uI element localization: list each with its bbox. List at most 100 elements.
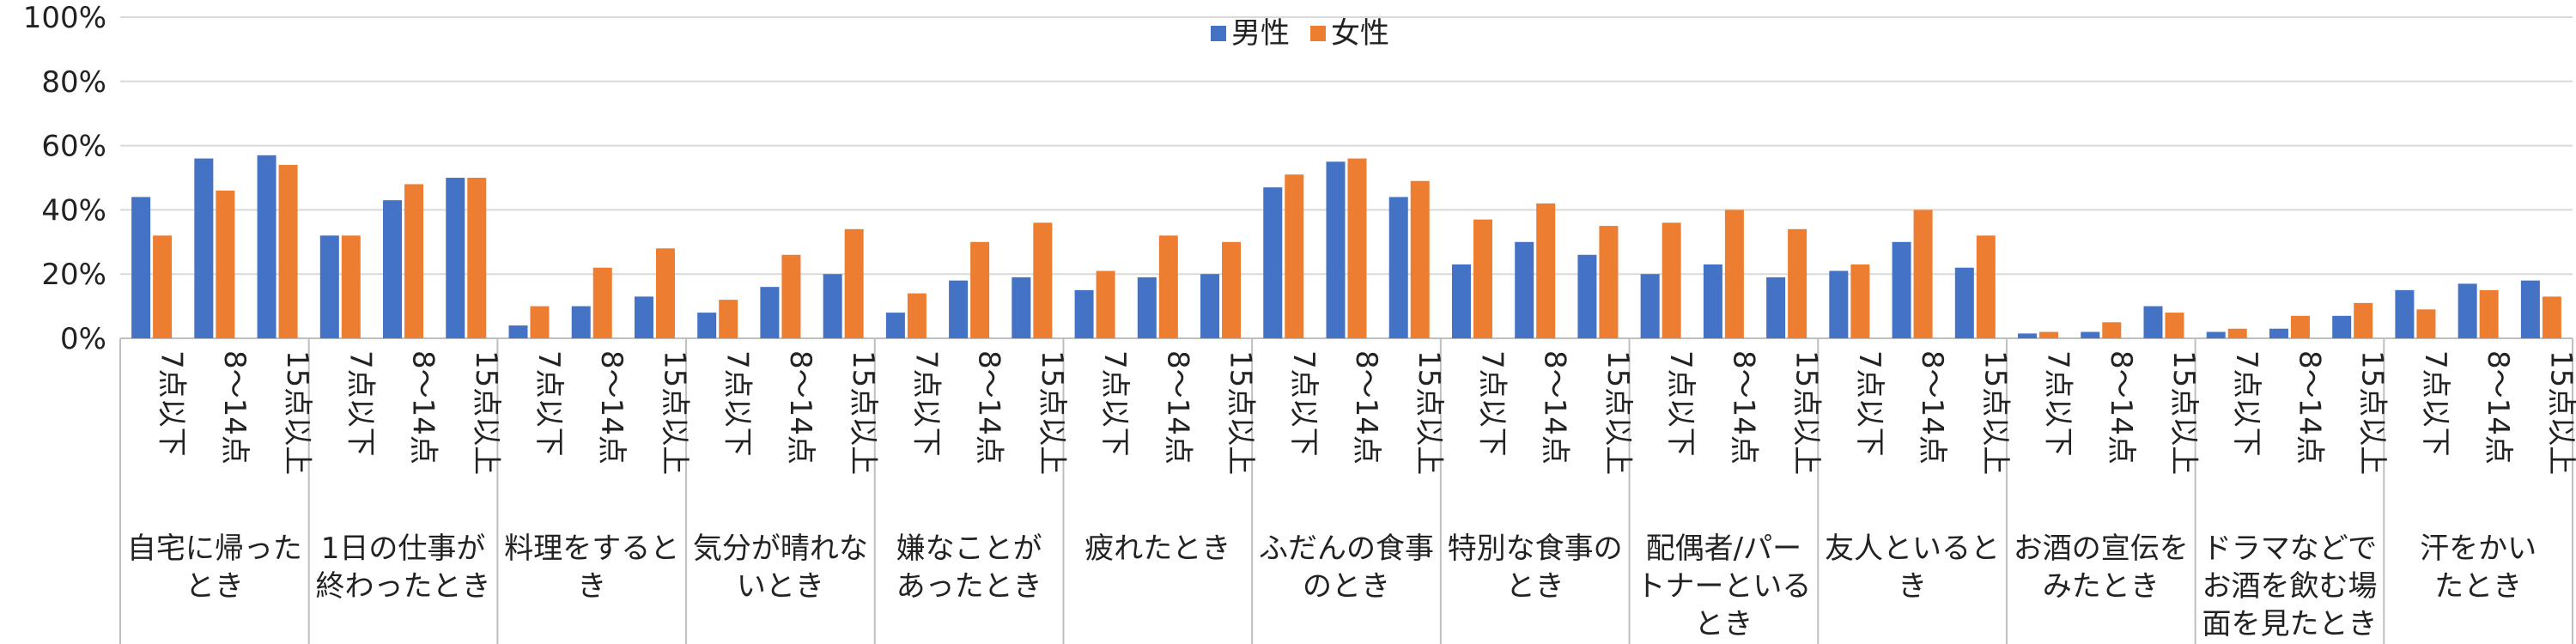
bar-female <box>2227 328 2247 338</box>
bar-female <box>1347 158 1367 338</box>
category-label: 配偶者/パー <box>1646 532 1801 566</box>
bar-male <box>760 287 780 338</box>
y-tick-label: 100% <box>23 1 106 35</box>
category-label: 自宅に帰った <box>127 532 302 566</box>
bar-male <box>2081 331 2100 338</box>
category-label: 料理をすると <box>504 532 679 566</box>
subcategory-label: 15点以上 <box>280 350 314 475</box>
bar-female <box>1222 241 1242 338</box>
subcategory-label: 8～14点 <box>2292 350 2326 465</box>
subcategory-label: 7点以下 <box>1852 350 1886 457</box>
bar-male <box>2520 280 2540 338</box>
subcategory-label: 7点以下 <box>2041 350 2075 457</box>
subcategory-label: 8～14点 <box>2104 350 2138 465</box>
category-label: いとき <box>737 569 824 604</box>
bar-female <box>592 267 612 338</box>
category-label: お酒を飲む場 <box>2202 569 2377 604</box>
category-label: 特別な食事の <box>1448 532 1623 566</box>
category-label: とき <box>1694 607 1753 641</box>
bar-female <box>1033 222 1053 338</box>
bar-female <box>530 306 550 338</box>
bar-female <box>2165 313 2184 338</box>
bar-female <box>2416 309 2436 338</box>
category-label: みたとき <box>2043 569 2160 604</box>
subcategory-label: 8～14点 <box>594 350 629 465</box>
bar-male <box>1766 276 1786 338</box>
bar-female <box>2290 315 2310 338</box>
subcategory-label: 7点以下 <box>1097 350 1132 457</box>
subcategory-label: 7点以下 <box>532 350 566 457</box>
subcategory-label: 15点以上 <box>2543 350 2576 475</box>
bar-male <box>2018 333 2038 338</box>
bar-female <box>1536 203 1556 338</box>
subcategory-label: 15点以上 <box>1601 350 1635 475</box>
bar-male <box>131 197 151 338</box>
category-label: たとき <box>2434 569 2522 604</box>
bar-male <box>1829 270 1849 338</box>
subcategory-label: 15点以上 <box>469 350 503 475</box>
category-label: き <box>1898 569 1927 604</box>
bar-male <box>2332 315 2352 338</box>
subcategory-label: 7点以下 <box>343 350 377 457</box>
y-tick-label: 0% <box>60 322 106 356</box>
legend: 男性 女性 <box>1211 16 1389 51</box>
subcategory-label: 8～14点 <box>2481 350 2515 465</box>
axes <box>119 337 2573 644</box>
bar-female <box>153 235 173 338</box>
bar-male <box>1012 276 1031 338</box>
y-tick-label: 60% <box>41 130 106 164</box>
bar-male <box>1515 241 1534 338</box>
bar-male <box>634 296 653 338</box>
bar-female <box>1599 226 1619 338</box>
bar-female <box>467 178 487 338</box>
subcategory-label: 7点以下 <box>2418 350 2452 457</box>
bar-female <box>1662 222 1681 338</box>
category-label: 汗をかい <box>2420 532 2537 566</box>
category-label: き <box>577 569 606 604</box>
bar-female <box>2102 322 2122 338</box>
bar-male <box>823 274 842 338</box>
subcategory-label: 8～14点 <box>1349 350 1383 465</box>
bar-male <box>383 200 403 338</box>
category-label: ドラマなどで <box>2202 532 2377 566</box>
bar-female <box>1473 219 1492 338</box>
bar-male <box>1451 264 1471 338</box>
subcategory-label: 8～14点 <box>406 350 440 465</box>
subcategory-label: 7点以下 <box>155 350 189 457</box>
bar-female <box>2354 302 2373 338</box>
bar-female <box>278 165 298 338</box>
bar-male <box>1137 276 1157 338</box>
subcategory-label: 7点以下 <box>1663 350 1698 457</box>
bar-female <box>907 293 927 338</box>
subcategory-label: 15点以上 <box>846 350 880 475</box>
bar-female <box>1850 264 1870 338</box>
category-label: 面を見たとき <box>2202 607 2377 641</box>
bar-female <box>844 228 864 338</box>
bar-female <box>2039 331 2059 338</box>
bar-male <box>1388 197 1408 338</box>
bar-male <box>319 235 339 338</box>
subcategory-label: 15点以上 <box>1978 350 2012 475</box>
bar-male <box>1074 289 1094 338</box>
bar-female <box>404 184 424 338</box>
subcategory-label: 8～14点 <box>217 350 252 465</box>
subcategory-label: 7点以下 <box>1474 350 1509 457</box>
bar-female <box>1913 210 1933 338</box>
bar-female <box>1788 228 1807 338</box>
bar-male <box>1892 241 1911 338</box>
labels: 0% 20% 40% 60% 80% 100% 7点以下 8～14点 15点以上自宅に帰ったとき… <box>23 1 2576 641</box>
subcategory-label: 7点以下 <box>720 350 755 457</box>
bar-male <box>2206 331 2226 338</box>
bar-male <box>1263 187 1283 338</box>
subcategory-label: 15点以上 <box>1789 350 1824 475</box>
gridlines <box>120 16 2573 276</box>
bar-male <box>2458 283 2477 338</box>
y-tick-label: 20% <box>41 258 106 292</box>
bar-female <box>1096 270 1115 338</box>
bar-female <box>970 241 990 338</box>
category-label: とき <box>1506 569 1564 604</box>
subcategory-label: 15点以上 <box>657 350 691 475</box>
category-label: 気分が晴れな <box>693 532 868 566</box>
bar-male <box>697 313 717 338</box>
bar-female <box>216 190 235 338</box>
